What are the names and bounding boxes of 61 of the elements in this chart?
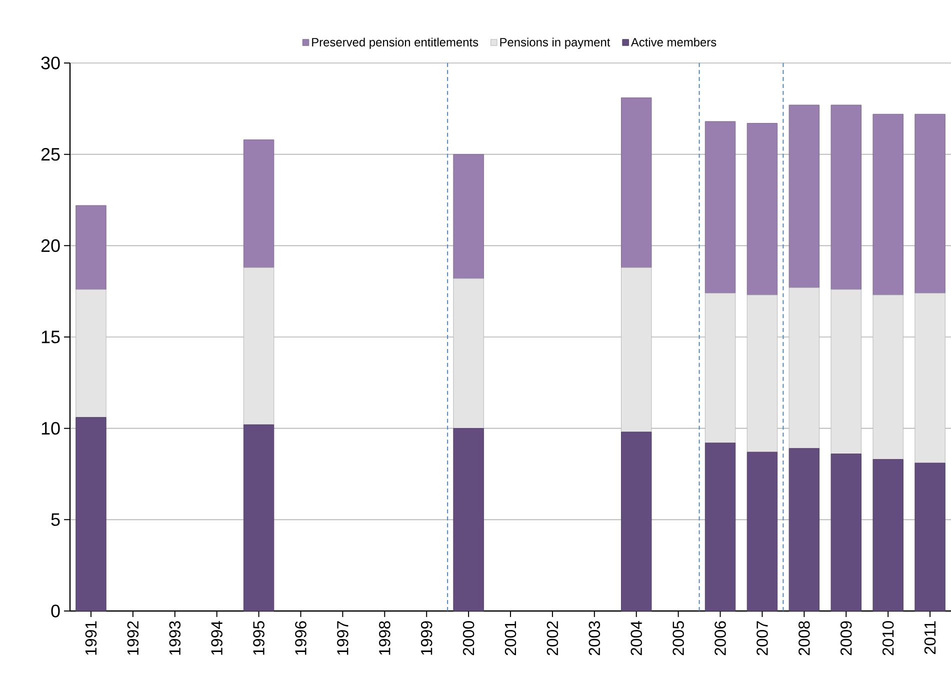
legend-label: Active members <box>630 38 716 46</box>
x-tick-label: 2003 <box>588 621 600 656</box>
bar <box>830 289 862 454</box>
bar <box>830 104 862 290</box>
x-tick-label: 2000 <box>462 621 474 656</box>
y-tick-label: 0 <box>51 604 60 618</box>
x-tick-label: 1998 <box>379 621 390 655</box>
bar <box>453 154 484 279</box>
x-tick-label: 2006 <box>714 621 726 656</box>
bar <box>746 452 778 612</box>
bar <box>76 289 106 418</box>
bar <box>621 267 652 432</box>
x-tick-label: 1993 <box>169 621 181 655</box>
bar <box>746 123 778 296</box>
x-tick-label: 1999 <box>420 621 432 655</box>
bar <box>76 205 106 290</box>
bar <box>872 114 904 296</box>
bar <box>76 417 106 612</box>
x-tick-label: 2011 <box>924 621 936 654</box>
x-tick-label: 2001 <box>504 621 516 656</box>
bar <box>788 287 820 449</box>
x-tick-label: 2008 <box>798 621 810 656</box>
x-tick-label: 2002 <box>546 621 558 656</box>
bar <box>746 294 778 452</box>
x-tick-label: 2010 <box>882 621 894 656</box>
y-tick-label: 25 <box>41 148 60 161</box>
bar <box>788 448 820 612</box>
bar <box>621 97 652 268</box>
y-tick-label: 20 <box>41 239 60 252</box>
bar <box>872 294 904 460</box>
x-tick-label: 2004 <box>630 620 642 656</box>
bar <box>453 278 484 429</box>
bar <box>914 292 946 464</box>
y-tick-label: 15 <box>42 330 60 344</box>
x-tick-label: 1991 <box>85 621 97 655</box>
bar <box>704 442 736 612</box>
x-tick-label: 1994 <box>211 620 222 655</box>
bar <box>243 267 274 425</box>
x-tick-label: 1996 <box>295 621 306 655</box>
bar <box>243 424 274 612</box>
bar <box>243 139 274 268</box>
bar <box>788 104 820 288</box>
bar <box>914 114 946 294</box>
x-tick-label: 1995 <box>253 621 264 655</box>
y-tick-label: 10 <box>42 422 60 435</box>
bar <box>704 121 736 294</box>
x-tick-label: 1997 <box>337 621 348 655</box>
legend-label: Preserved pension entitlements <box>312 38 478 49</box>
x-tick-label: 2009 <box>840 621 852 656</box>
bar <box>453 428 484 612</box>
y-tick-label: 30 <box>41 56 60 70</box>
x-tick-label: 2005 <box>672 621 684 656</box>
x-tick-label: 2007 <box>756 621 768 656</box>
bar <box>621 432 652 612</box>
legend-label: Pensions in payment <box>500 38 610 49</box>
y-tick-label: 5 <box>51 513 60 526</box>
bar <box>830 454 862 612</box>
x-tick-label: 1992 <box>127 621 139 655</box>
bar <box>872 459 904 612</box>
bar <box>704 292 736 444</box>
bar <box>914 462 946 612</box>
